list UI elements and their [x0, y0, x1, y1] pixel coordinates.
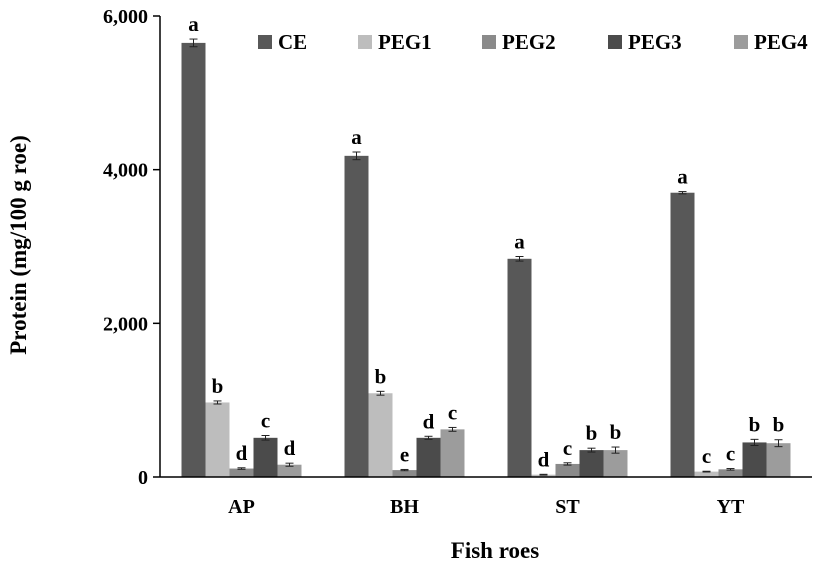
significance-label: d [236, 441, 248, 465]
bar-peg3-yt [742, 442, 767, 477]
bar-peg3-ap [253, 437, 278, 477]
significance-label: c [261, 409, 270, 433]
x-tick-label: ST [555, 496, 580, 518]
bar-peg1-ap [205, 402, 230, 477]
bar-ce-st [507, 258, 532, 477]
bar-peg4-ap [277, 464, 302, 477]
x-tick-label: YT [717, 496, 745, 518]
y-tick-label: 2,000 [103, 313, 148, 335]
significance-label: e [400, 442, 409, 466]
x-axis-title: Fish roes [451, 538, 539, 563]
significance-label: c [448, 400, 457, 424]
legend-swatch-peg1 [358, 35, 372, 49]
legend-label-peg4: PEG4 [754, 30, 808, 54]
x-tick-label: AP [228, 496, 255, 518]
bar-peg2-ap [229, 468, 254, 477]
bar-peg4-bh [440, 429, 465, 477]
bar-peg1-bh [368, 393, 393, 477]
bar-peg2-yt [718, 469, 743, 477]
significance-label: d [423, 409, 435, 433]
y-tick-label: 0 [138, 467, 148, 489]
bar-ce-ap [181, 42, 206, 478]
significance-label: c [702, 444, 711, 468]
bar-peg3-bh [416, 437, 441, 477]
bar-peg4-st [603, 450, 628, 477]
bar-ce-bh [344, 155, 369, 477]
significance-label: d [284, 436, 296, 460]
significance-label: b [749, 412, 761, 436]
significance-label: c [726, 442, 735, 466]
legend-label-peg1: PEG1 [378, 30, 432, 54]
significance-label: b [212, 374, 224, 398]
legend-label-ce: CE [278, 30, 307, 54]
legend-swatch-ce [258, 35, 272, 49]
bar-peg4-yt [766, 443, 791, 477]
significance-label: a [677, 165, 688, 189]
bar-peg2-st [555, 463, 580, 477]
bar-peg3-st [579, 450, 604, 477]
bar-peg1-st [531, 474, 556, 477]
significance-label: b [586, 421, 598, 445]
bar-ce-yt [670, 192, 695, 477]
legend-label-peg2: PEG2 [502, 30, 556, 54]
legend-swatch-peg4 [734, 35, 748, 49]
legend-label-peg3: PEG3 [628, 30, 682, 54]
significance-label: a [351, 125, 362, 149]
legend-swatch-peg2 [482, 35, 496, 49]
y-tick-label: 4,000 [103, 160, 148, 182]
bar-peg1-yt [694, 471, 719, 477]
significance-label: c [563, 436, 572, 460]
y-axis-title: Protein (mg/100 g roe) [6, 135, 31, 355]
significance-label: b [773, 413, 785, 437]
significance-label: a [188, 12, 199, 36]
x-tick-label: BH [390, 496, 419, 518]
significance-label: b [610, 420, 622, 444]
significance-label: b [375, 364, 387, 388]
legend-swatch-peg3 [608, 35, 622, 49]
significance-label: a [514, 229, 525, 253]
bar-peg2-bh [392, 470, 417, 477]
significance-label: d [538, 447, 550, 471]
y-tick-label: 6,000 [103, 6, 148, 28]
